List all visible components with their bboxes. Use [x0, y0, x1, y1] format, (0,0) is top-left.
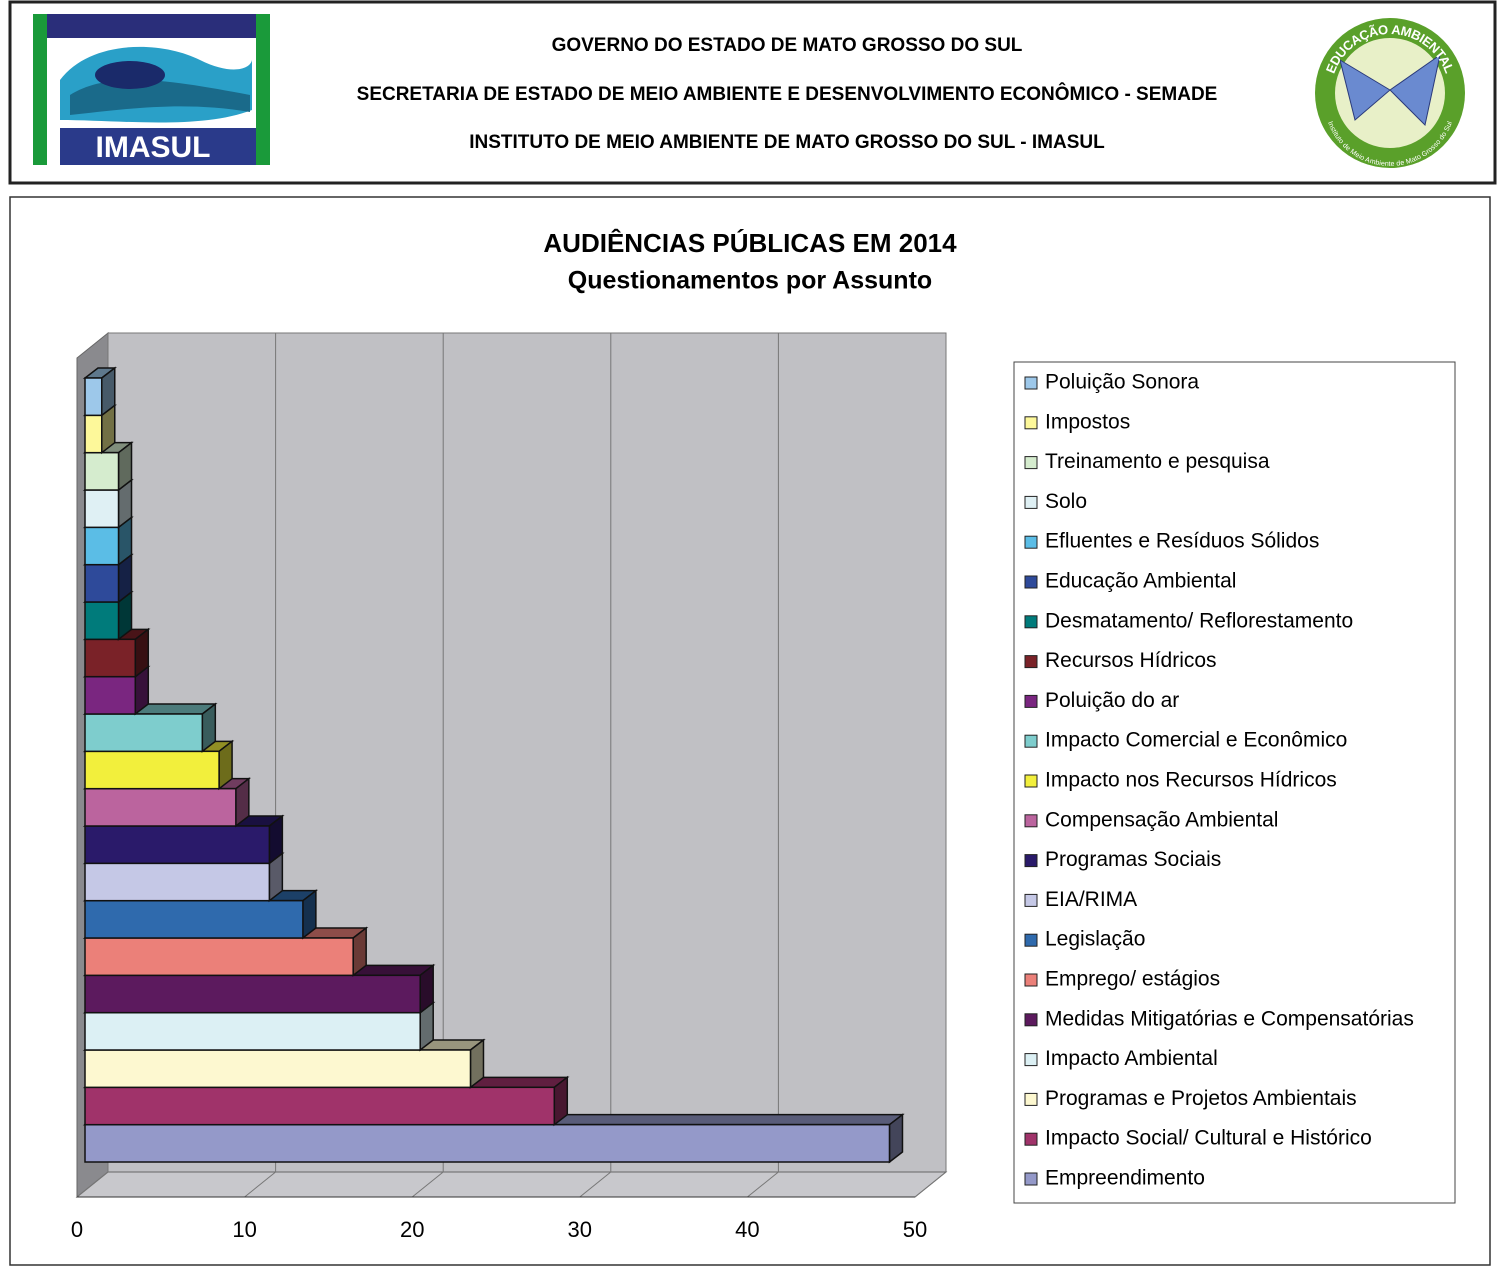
bar [84, 451, 120, 491]
legend-label: Poluição do ar [1045, 689, 1179, 712]
grid-line [747, 1171, 779, 1198]
legend-label: Recursos Hídricos [1045, 649, 1217, 672]
bar [84, 750, 220, 790]
legend-label: Programas Sociais [1045, 848, 1221, 871]
legend-label: Treinamento e pesquisa [1045, 450, 1270, 473]
legend-swatch [1024, 376, 1038, 390]
grid-line [914, 1171, 947, 1198]
legend-swatch [1024, 575, 1038, 589]
legend-label: Solo [1045, 490, 1087, 513]
x-tick-label: 0 [71, 1217, 83, 1242]
bar [84, 1123, 891, 1163]
legend-label: Impacto Ambiental [1045, 1047, 1218, 1070]
legend-label: EIA/RIMA [1045, 888, 1137, 911]
legend-swatch [1024, 933, 1038, 947]
legend-label: Empreendimento [1045, 1167, 1205, 1190]
legend-label: Educação Ambiental [1045, 570, 1236, 593]
header-line: SECRETARIA DE ESTADO DE MEIO AMBIENTE E … [357, 83, 1218, 105]
bar [84, 713, 204, 753]
legend-label: Emprego/ estágios [1045, 968, 1220, 991]
chart-subtitle: Questionamentos por Assunto [568, 267, 932, 295]
legend-swatch [1024, 535, 1038, 549]
bar [84, 825, 271, 865]
legend-label: Legislação [1045, 928, 1145, 951]
bar [84, 787, 237, 827]
legend-label: Efluentes e Resíduos Sólidos [1045, 530, 1319, 553]
legend-swatch [1024, 416, 1038, 430]
legend-swatch [1024, 694, 1038, 708]
x-tick-label: 20 [400, 1217, 424, 1242]
bar [84, 1086, 556, 1126]
bar [84, 414, 103, 454]
legend-swatch [1024, 814, 1038, 828]
bar [84, 377, 103, 417]
legend-label: Programas e Projetos Ambientais [1045, 1087, 1357, 1110]
chart-title: AUDIÊNCIAS PÚBLICAS EM 2014 [543, 228, 957, 258]
header-line: GOVERNO DO ESTADO DE MATO GROSSO DO SUL [552, 35, 1023, 56]
bar [84, 638, 137, 678]
bar [84, 675, 137, 715]
legend-label: Compensação Ambiental [1045, 808, 1278, 831]
right-logo: EDUCAÇÃO AMBIENTAL Instituto de Meio Amb… [1315, 18, 1465, 168]
legend-swatch [1024, 456, 1038, 470]
x-tick-label: 30 [568, 1217, 592, 1242]
header-line: INSTITUTO DE MEIO AMBIENTE DE MATO GROSS… [469, 132, 1105, 153]
floor [75, 1171, 948, 1198]
logo-text: IMASUL [96, 131, 211, 164]
legend-swatch [1024, 734, 1038, 748]
legend-swatch [1024, 774, 1038, 788]
legend-label: Impacto Social/ Cultural e Histórico [1045, 1127, 1372, 1150]
legend-swatch [1024, 655, 1038, 669]
bar [84, 937, 354, 977]
grid-line [579, 1171, 612, 1198]
legend-box [1013, 361, 1456, 1204]
left-logo: IMASUL [33, 14, 270, 165]
legend-label: Impostos [1045, 410, 1130, 433]
x-tick-label: 40 [735, 1217, 759, 1242]
legend-label: Poluição Sonora [1045, 371, 1199, 394]
legend-swatch [1024, 1053, 1038, 1067]
legend-swatch [1024, 615, 1038, 629]
x-tick-label: 50 [903, 1217, 927, 1242]
bar [84, 1049, 472, 1089]
x-tick-label: 10 [232, 1217, 256, 1242]
legend-label: Impacto Comercial e Econômico [1045, 729, 1347, 752]
legend-label: Desmatamento/ Reflorestamento [1045, 609, 1353, 632]
legend-label: Impacto nos Recursos Hídricos [1045, 769, 1337, 792]
bar [84, 1011, 421, 1051]
legend-swatch [1024, 1132, 1038, 1146]
legend-swatch [1024, 1172, 1038, 1186]
grid-line [411, 1171, 444, 1198]
legend-swatch [1024, 854, 1038, 868]
bar [84, 899, 304, 939]
legend-swatch [1024, 973, 1038, 987]
bar [84, 489, 120, 529]
bar [84, 563, 120, 603]
bar [84, 526, 120, 566]
grid-line [76, 1171, 109, 1198]
legend-swatch [1024, 1013, 1038, 1027]
bar [84, 862, 271, 902]
legend-swatch [1024, 893, 1038, 907]
legend-swatch [1024, 495, 1038, 509]
legend-swatch [1024, 1092, 1038, 1106]
grid-line [244, 1171, 276, 1198]
legend-label: Medidas Mitigatórias e Compensatórias [1045, 1007, 1414, 1030]
bar [84, 601, 120, 641]
bar [84, 974, 421, 1014]
